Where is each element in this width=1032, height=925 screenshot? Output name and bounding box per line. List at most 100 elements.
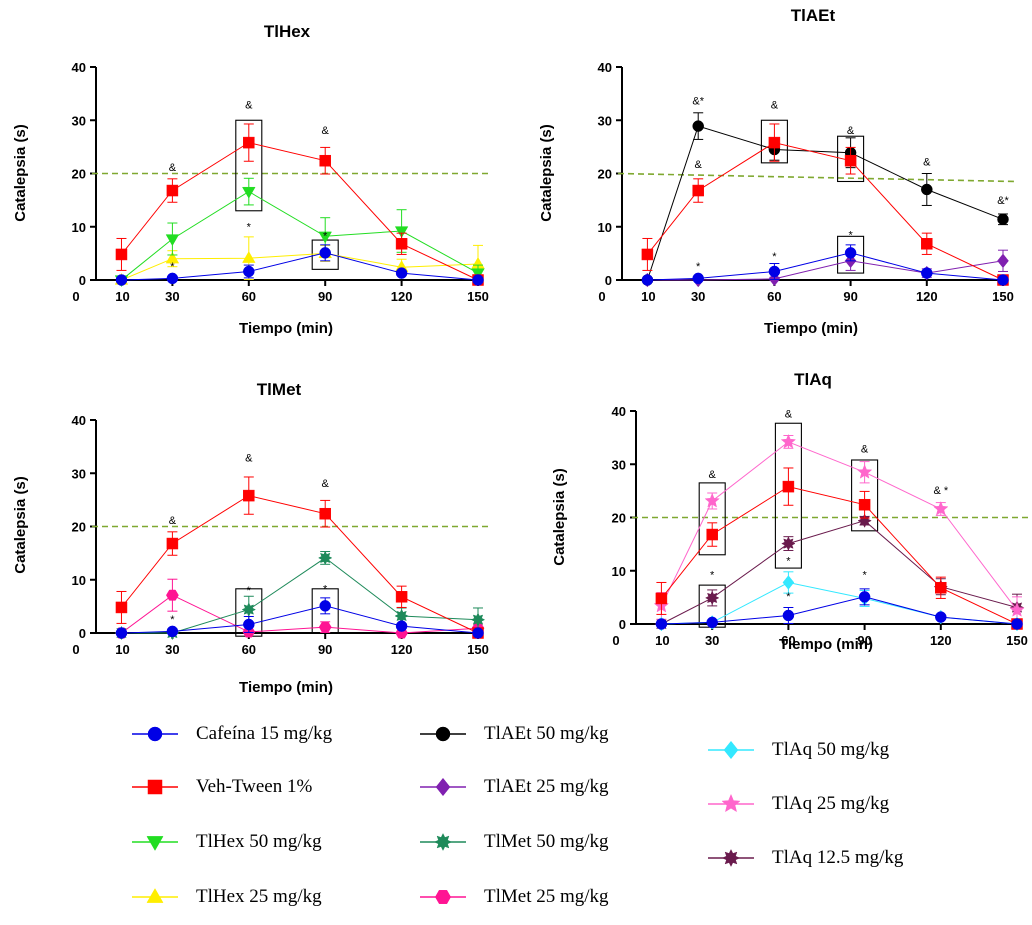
- significance-mark: *: [786, 555, 791, 567]
- series-line: [121, 594, 479, 634]
- data-point: [782, 480, 795, 493]
- data-point: [692, 272, 704, 285]
- y-tick-label: 0: [619, 617, 626, 632]
- legend-item: TlAEt 25 mg/kg: [418, 772, 609, 802]
- data-point: [470, 612, 486, 627]
- x-tick-label: 120: [391, 642, 413, 657]
- data-point: [706, 528, 718, 541]
- legend-item: TlAEt 50 mg/kg: [418, 719, 609, 749]
- y-tick-label: 0: [605, 273, 612, 288]
- series-line: [121, 495, 479, 634]
- significance-mark: &: [245, 453, 253, 465]
- data-point: [242, 251, 256, 263]
- data-point: [704, 492, 720, 508]
- y-tick-label: 20: [72, 520, 86, 535]
- data-point: [394, 226, 409, 239]
- legend-marker: [146, 888, 164, 903]
- legend-item: Veh-Tween 1%: [130, 772, 312, 802]
- y-tick-label: 10: [598, 220, 612, 235]
- data-point: [166, 184, 179, 197]
- data-point: [655, 592, 668, 605]
- significance-mark: *: [323, 584, 328, 596]
- legend-swatch: [708, 793, 754, 813]
- y-axis-label: Catalepsia (s): [12, 124, 29, 222]
- panel-title: TlHex: [264, 22, 311, 41]
- data-point: [921, 183, 933, 196]
- series-line: [121, 191, 479, 281]
- y-tick-label: 0: [79, 626, 86, 641]
- legend-label: TlMet 25 mg/kg: [484, 886, 609, 907]
- highlight-box: [698, 482, 726, 556]
- x-tick-label: 30: [691, 289, 705, 304]
- data-point: [166, 272, 179, 285]
- significance-mark: &: [771, 100, 779, 112]
- data-point: [780, 433, 797, 449]
- data-point: [318, 550, 333, 566]
- legend-label: TlAq 50 mg/kg: [772, 739, 890, 760]
- x-tick-label: 60: [242, 642, 256, 657]
- data-point: [844, 154, 857, 167]
- series-tlaet-50-mg-kg: [641, 112, 1009, 286]
- legend-label: Veh-Tween 1%: [196, 776, 313, 797]
- data-point: [395, 591, 408, 603]
- threshold-line: [617, 172, 1016, 183]
- series-line: [661, 486, 1018, 625]
- x-tick-label: 30: [165, 642, 179, 657]
- series-line: [661, 520, 1018, 625]
- legend-label: TlAEt 50 mg/kg: [484, 723, 609, 744]
- data-point: [166, 589, 179, 601]
- legend-item: TlAq 12.5 mg/kg: [706, 843, 903, 873]
- significance-mark: *: [323, 231, 328, 243]
- significance-mark: &: [709, 469, 717, 481]
- series-line: [646, 125, 1004, 281]
- data-point: [243, 489, 255, 502]
- panel-tlaq: TlAq Catalepsia (s) Tiempo (min) 0 10 20 30…: [551, 370, 1029, 653]
- series-line: [121, 605, 479, 634]
- data-point: [395, 267, 408, 279]
- legend-marker: [435, 890, 451, 904]
- data-point: [768, 265, 781, 278]
- legend-swatch: [420, 833, 466, 851]
- data-point: [858, 498, 871, 511]
- legend-swatch: [708, 849, 754, 867]
- x-tick-label: 90: [318, 642, 332, 657]
- x-tick-label: 90: [318, 289, 332, 304]
- legend-marker: [146, 836, 164, 851]
- significance-mark: *: [862, 570, 867, 582]
- data-point: [856, 464, 873, 479]
- highlight-box: [851, 459, 879, 532]
- legend-swatch: [132, 726, 178, 742]
- x-axis-label: Tiempo (min): [239, 679, 333, 696]
- data-point: [319, 154, 331, 167]
- data-point: [318, 621, 332, 633]
- data-point: [165, 234, 180, 247]
- data-point: [641, 274, 654, 286]
- data-point: [319, 247, 331, 259]
- series-line: [121, 142, 479, 281]
- series-cafe-na-15-mg-kg: [655, 588, 1023, 630]
- significance-mark: &: [169, 162, 177, 174]
- data-point: [997, 274, 1009, 286]
- significance-mark: &: [923, 157, 931, 169]
- data-point: [858, 591, 871, 603]
- data-point: [472, 627, 484, 639]
- legend-item: TlHex 50 mg/kg: [130, 827, 322, 857]
- significance-mark: *: [848, 229, 853, 241]
- data-point: [318, 231, 332, 244]
- highlight-box: [235, 119, 263, 212]
- data-point: [166, 537, 179, 550]
- data-point: [997, 253, 1009, 269]
- legend-marker: [147, 779, 163, 795]
- data-point: [706, 616, 718, 629]
- legend-swatch: [132, 836, 178, 851]
- data-point: [165, 251, 180, 264]
- data-point: [933, 500, 949, 516]
- significance-mark: *: [786, 591, 791, 603]
- legend-item: TlMet 50 mg/kg: [418, 827, 609, 857]
- significance-mark: *: [696, 261, 701, 273]
- data-point: [395, 620, 408, 632]
- significance-mark: &: [785, 408, 793, 420]
- legend-swatch: [420, 726, 466, 742]
- x-tick-label: 150: [467, 642, 489, 657]
- data-point: [782, 609, 795, 622]
